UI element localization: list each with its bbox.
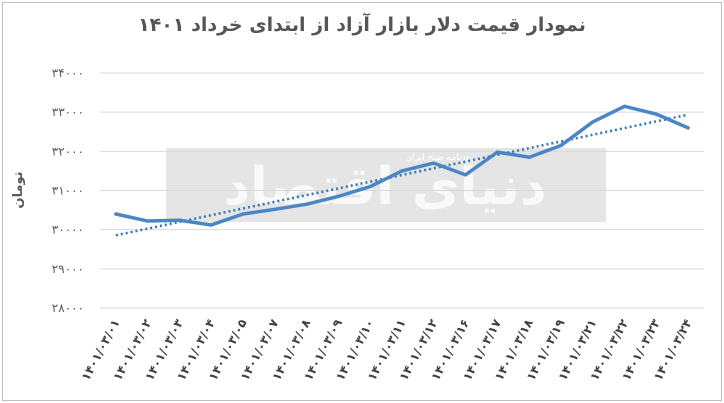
data-point bbox=[686, 126, 690, 130]
data-point bbox=[273, 207, 277, 211]
watermark-text: دنیای اقتصاد bbox=[223, 157, 546, 217]
y-tick-label: ۲۹۰۰۰ bbox=[52, 262, 84, 276]
chart-title: نمودار قیمت دلار بازار آزاد از ابتدای خر… bbox=[138, 14, 586, 36]
data-point bbox=[241, 212, 245, 216]
y-axis-label: تومان bbox=[11, 171, 26, 208]
data-point bbox=[622, 104, 627, 108]
data-point bbox=[400, 169, 404, 173]
data-point bbox=[336, 194, 341, 198]
data-point bbox=[495, 150, 499, 154]
y-tick-label: ۳۱۰۰۰ bbox=[52, 184, 84, 198]
data-point bbox=[527, 155, 531, 159]
gridlines bbox=[100, 72, 704, 309]
data-point bbox=[177, 218, 182, 222]
data-point bbox=[368, 184, 372, 189]
data-point bbox=[209, 223, 213, 227]
watermark: دنیای اقتصاد روزنامه صبح ایران bbox=[166, 148, 606, 222]
y-tick-label: ۲۸۰۰۰ bbox=[52, 301, 84, 315]
data-series bbox=[114, 104, 690, 227]
data-point bbox=[432, 161, 436, 165]
data-point bbox=[114, 212, 118, 216]
data-point bbox=[463, 173, 468, 177]
y-tick-label: ۳۲۰۰۰ bbox=[52, 144, 84, 158]
y-tick-label: ۳۳۰۰۰ bbox=[52, 105, 84, 119]
y-tick-label: ۳۴۰۰۰ bbox=[52, 66, 84, 80]
data-point bbox=[559, 143, 563, 148]
y-tick-label: ۳۰۰۰۰ bbox=[52, 223, 84, 237]
data-point bbox=[146, 219, 150, 223]
watermark-subtext: روزنامه صبح ایران bbox=[406, 153, 475, 163]
y-axis-ticks: ۲۸۰۰۰ ۲۹۰۰۰ ۳۰۰۰۰ ۳۱۰۰۰ ۳۲۰۰۰ ۳۳۰۰۰ ۳۴۰۰۰ bbox=[52, 66, 84, 315]
x-axis-ticks: ۱۴۰۱/۰۳/۰۱۱۴۰۱/۰۳/۰۲۱۴۰۱/۰۳/۰۳۱۴۰۱/۰۳/۰۴… bbox=[79, 316, 695, 383]
data-point bbox=[591, 120, 595, 124]
data-point bbox=[305, 202, 309, 206]
data-point bbox=[654, 112, 658, 116]
